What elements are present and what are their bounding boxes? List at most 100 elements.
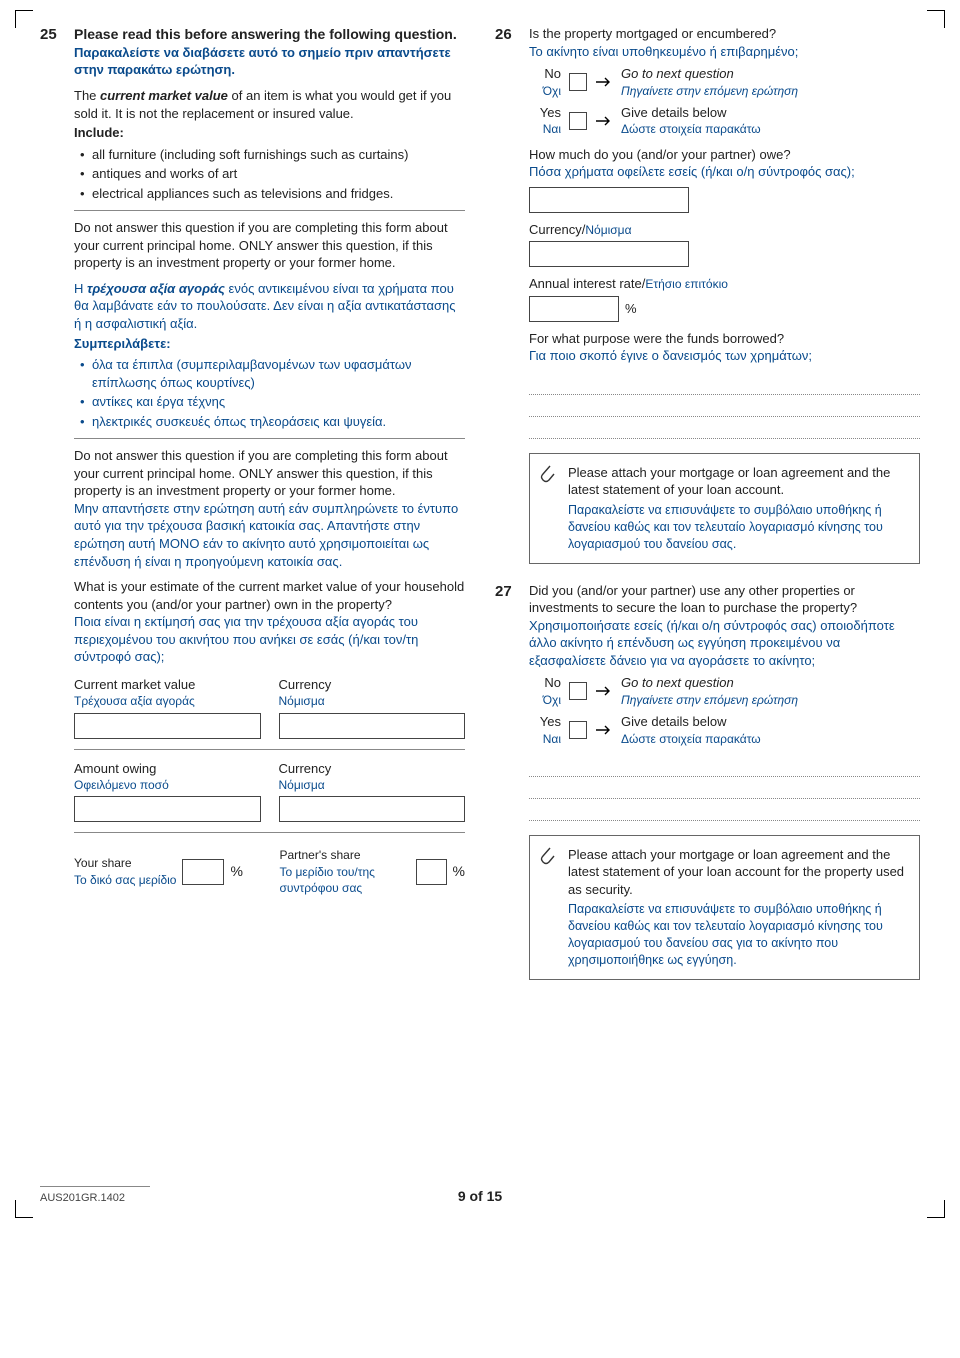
q26-purpose-gr: Για ποιο σκοπό έγινε ο δανεισμός των χρη… (529, 347, 920, 365)
q25-p1gr-b: τρέχουσα αξία αγοράς (87, 281, 225, 296)
q25-number: 25 (40, 25, 64, 896)
q27-yes-checkbox[interactable] (569, 721, 587, 739)
q26-cur-gr: Νόμισμα (585, 223, 631, 237)
q25-cmv-input[interactable] (74, 713, 261, 739)
q26-currency-input[interactable] (529, 241, 689, 267)
q26-cur-en: Currency/ (529, 222, 585, 237)
q25-owing-input[interactable] (74, 796, 261, 822)
q26-amount-input[interactable] (529, 187, 689, 213)
q27-question-en: Did you (and/or your partner) use any ot… (529, 582, 920, 617)
q25-p1-gr: Η τρέχουσα αξία αγοράς ενός αντικειμένου… (74, 280, 465, 333)
page-number: 9 of 15 (458, 1187, 502, 1206)
q26-attach-gr: Παρακαλείστε να επισυνάψετε το συμβόλαιο… (568, 502, 907, 553)
q25-cmv-gr: Τρέχουσα αξία αγοράς (74, 693, 261, 709)
q25-ys-en: Your share (74, 856, 132, 870)
q25-bullets-gr: όλα τα έπιπλα (συμπεριλαμβανομένων των υ… (74, 356, 465, 430)
q26-no-act-en: Go to next question (621, 66, 734, 81)
q27-no-en: No (544, 675, 561, 690)
q25-cur1-gr: Νόμισμα (279, 693, 466, 709)
q25-ps-en: Partner's share (280, 848, 361, 862)
q25-include-gr: Συμπεριλάβετε: (74, 335, 465, 353)
arrow-icon (595, 114, 613, 128)
pct-sign-2: % (453, 862, 465, 881)
q25-owing-en: Amount owing (74, 761, 156, 776)
q26-yes-gr: Ναι (529, 121, 561, 137)
q25-cmv-en: Current market value (74, 677, 195, 692)
q25-bul-gr-1: όλα τα έπιπλα (συμπεριλαμβανομένων των υ… (74, 356, 465, 391)
q27-no-checkbox[interactable] (569, 682, 587, 700)
q25-p1gr-a: Η (74, 281, 87, 296)
q25-currency1-label: Currency Νόμισμα (279, 676, 466, 710)
pct-sign-3: % (625, 300, 637, 318)
question-25: 25 Please read this before answering the… (40, 25, 465, 896)
q25-nonote2-gr: Μην απαντήσετε στην ερώτηση αυτή εάν συμ… (74, 500, 465, 570)
question-26: 26 Is the property mortgaged or encumber… (495, 25, 920, 564)
q26-yes-en: Yes (540, 105, 561, 120)
q27-no-option: No Όχι Go to next question Πηγαίνετε στη… (529, 674, 920, 708)
q25-bul-en-3: electrical appliances such as television… (74, 185, 465, 203)
q25-question-gr: Ποια είναι η εκτίμησή σας για την τρέχου… (74, 613, 465, 666)
q25-p1a: The (74, 88, 100, 103)
q27-yes-act-en: Give details below (621, 714, 727, 729)
q25-cur2-en: Currency (279, 761, 332, 776)
q26-currency-label: Currency/Νόμισμα (529, 221, 920, 239)
q26-howmuch-gr: Πόσα χρήματα οφείλετε εσείς (ή/και ο/η σ… (529, 163, 920, 181)
q25-include-en: Include: (74, 124, 465, 142)
q25-share-row: Your share Το δικό σας μερίδιο % Partner… (74, 847, 465, 896)
q27-details-input[interactable] (529, 755, 920, 821)
q26-question-gr: Το ακίνητο είναι υποθηκευμένο ή επιβαρημ… (529, 43, 920, 61)
q25-p1-en: The current market value of an item is w… (74, 87, 465, 122)
q25-bul-gr-2: αντίκες και έργα τέχνης (74, 393, 465, 411)
q25-cur2-gr: Νόμισμα (279, 777, 466, 793)
q27-no-gr: Όχι (529, 692, 561, 708)
q25-yourshare-label: Your share Το δικό σας μερίδιο (74, 855, 176, 887)
q25-p1b: current market value (100, 88, 228, 103)
q25-nonote-en: Do not answer this question if you are c… (74, 219, 465, 272)
q26-yes-checkbox[interactable] (569, 112, 587, 130)
q25-owing-label: Amount owing Οφειλόμενο ποσό (74, 760, 261, 794)
q25-question-en: What is your estimate of the current mar… (74, 578, 465, 613)
q25-bul-en-1: all furniture (including soft furnishing… (74, 146, 465, 164)
q25-owing-gr: Οφειλόμενο ποσό (74, 777, 261, 793)
q25-partnershare-input[interactable] (416, 859, 447, 885)
q26-yes-option: Yes Ναι Give details below Δώστε στοιχεί… (529, 104, 920, 138)
q26-purpose-input[interactable] (529, 373, 920, 439)
q26-howmuch-en: How much do you (and/or your partner) ow… (529, 146, 920, 164)
q25-title-gr: Παρακαλείστε να διαβάσετε αυτό το σημείο… (74, 44, 465, 79)
q25-cmv-label: Current market value Τρέχουσα αξία αγορά… (74, 676, 261, 710)
q27-no-act-gr: Πηγαίνετε στην επόμενη ερώτηση (621, 692, 798, 708)
q26-rate-en: Annual interest rate/ (529, 276, 645, 291)
arrow-icon (595, 684, 613, 698)
q27-no-act-en: Go to next question (621, 675, 734, 690)
q25-cmv-row: Current market value Τρέχουσα αξία αγορά… (74, 676, 465, 739)
q26-rate-label: Annual interest rate/Ετήσιο επιτόκιο (529, 275, 920, 293)
q25-ys-gr: Το δικό σας μερίδιο (74, 872, 176, 888)
q25-bullets-en: all furniture (including soft furnishing… (74, 146, 465, 203)
q25-currency2-label: Currency Νόμισμα (279, 760, 466, 794)
paperclip-icon (538, 462, 556, 489)
q25-yourshare-input[interactable] (182, 859, 224, 885)
q27-number: 27 (495, 582, 519, 980)
q26-no-act-gr: Πηγαίνετε στην επόμενη ερώτηση (621, 83, 798, 99)
q25-bul-en-2: antiques and works of art (74, 165, 465, 183)
left-column: 25 Please read this before answering the… (40, 25, 465, 998)
q26-yes-act-en: Give details below (621, 105, 727, 120)
arrow-icon (595, 75, 613, 89)
question-27: 27 Did you (and/or your partner) use any… (495, 582, 920, 980)
q26-no-option: No Όχι Go to next question Πηγαίνετε στη… (529, 65, 920, 99)
q26-no-checkbox[interactable] (569, 73, 587, 91)
arrow-icon (595, 723, 613, 737)
q25-nonote2-en: Do not answer this question if you are c… (74, 447, 465, 500)
q26-rate-gr: Ετήσιο επιτόκιο (645, 277, 728, 291)
q26-yes-act-gr: Δώστε στοιχεία παρακάτω (621, 121, 761, 137)
q25-ps-gr: Το μερίδιο του/της συντρόφου σας (280, 864, 410, 896)
right-column: 26 Is the property mortgaged or encumber… (495, 25, 920, 998)
q27-yes-gr: Ναι (529, 731, 561, 747)
q25-currency2-input[interactable] (279, 796, 466, 822)
q26-rate-input[interactable] (529, 296, 619, 322)
q25-currency1-input[interactable] (279, 713, 466, 739)
q26-purpose-en: For what purpose were the funds borrowed… (529, 330, 920, 348)
form-page: 25 Please read this before answering the… (40, 25, 920, 998)
q27-attach-gr: Παρακαλείστε να επισυνάψετε το συμβόλαιο… (568, 901, 907, 969)
q27-yes-act-gr: Δώστε στοιχεία παρακάτω (621, 731, 761, 747)
